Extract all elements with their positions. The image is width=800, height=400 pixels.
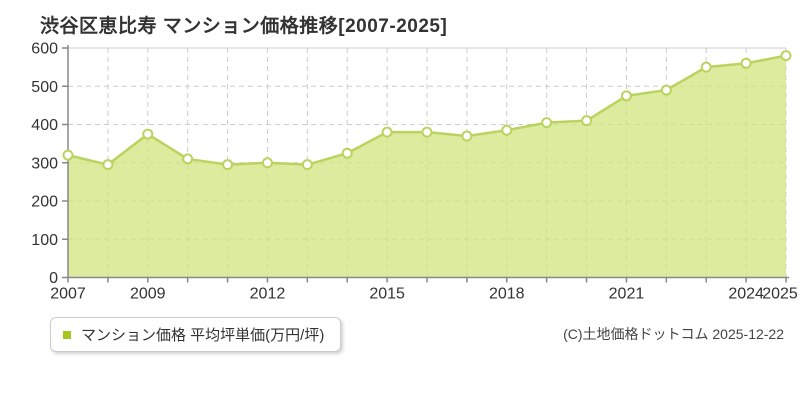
data-point — [341, 147, 353, 159]
data-point — [261, 157, 273, 169]
data-point — [660, 84, 672, 96]
data-point — [381, 126, 393, 138]
x-tick-label: 2009 — [130, 286, 166, 303]
y-tick-label: 600 — [31, 41, 58, 58]
data-point — [620, 90, 632, 102]
y-tick-label: 300 — [31, 155, 58, 172]
data-point — [301, 159, 313, 171]
data-point — [541, 117, 553, 129]
x-tick-label: 2021 — [609, 286, 645, 303]
data-point — [501, 124, 513, 136]
x-tick-label: 2018 — [489, 286, 525, 303]
data-point — [700, 61, 712, 73]
copyright-text: (C)土地価格ドットコム 2025-12-22 — [563, 326, 784, 342]
x-tick-label: 2015 — [369, 286, 405, 303]
data-point — [740, 57, 752, 69]
y-tick-label: 500 — [31, 79, 58, 96]
x-tick-label: 2012 — [250, 286, 286, 303]
y-tick-label: 0 — [49, 270, 58, 287]
data-point — [581, 115, 593, 127]
chart-title: 渋谷区恵比寿 マンション価格推移[2007-2025] — [40, 16, 448, 37]
y-tick-label: 400 — [31, 117, 58, 134]
data-point — [421, 126, 433, 138]
data-point — [62, 149, 74, 161]
legend-label: マンション価格 平均坪単価(万円/坪) — [81, 327, 325, 344]
x-tick-label: 2024 — [728, 286, 764, 303]
area-fill — [68, 55, 786, 278]
y-tick-label: 200 — [31, 194, 58, 211]
x-tick-label: 2007 — [50, 286, 86, 303]
data-point — [222, 159, 234, 171]
data-point — [461, 130, 473, 142]
data-point — [182, 153, 194, 165]
y-tick-label: 100 — [31, 232, 58, 249]
data-point — [780, 50, 792, 62]
x-tick-label: 2025 — [762, 286, 798, 303]
legend-marker-icon — [63, 330, 71, 339]
data-point — [142, 128, 154, 140]
legend: マンション価格 平均坪単価(万円/坪) — [50, 317, 342, 352]
data-point — [102, 159, 114, 171]
